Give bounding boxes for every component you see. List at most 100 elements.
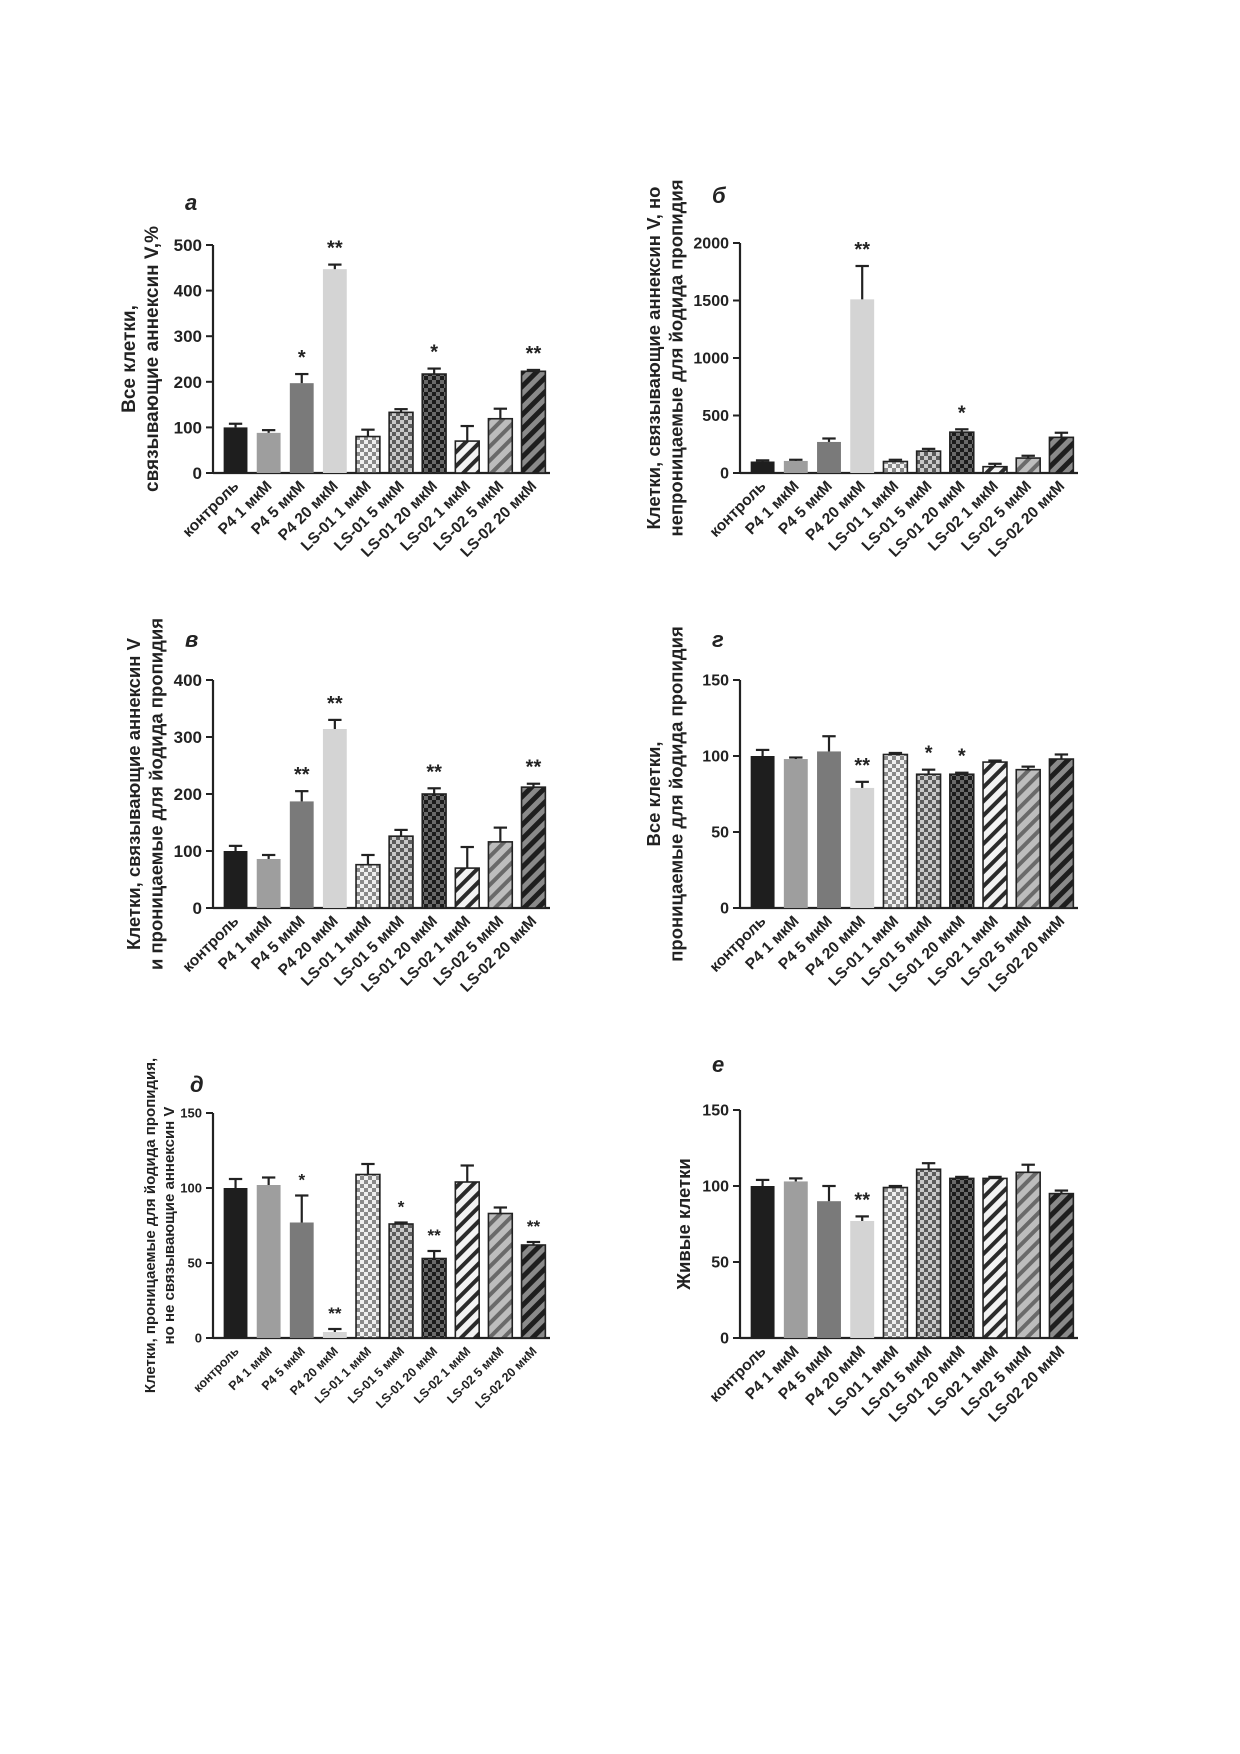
bar bbox=[322, 1332, 347, 1338]
bar bbox=[1048, 436, 1075, 474]
y-axis-label: Все клетки, bbox=[119, 305, 140, 413]
bar bbox=[454, 440, 480, 474]
bar bbox=[487, 841, 514, 909]
y-axis-label: Живые клетки bbox=[673, 1158, 694, 1290]
y-tick-label: 50 bbox=[711, 825, 729, 842]
y-tick-label: 200 bbox=[174, 373, 202, 392]
panel-letter: а bbox=[185, 190, 197, 215]
significance-marker: ** bbox=[428, 1226, 442, 1245]
significance-marker: ** bbox=[526, 757, 542, 779]
y-tick-label: 100 bbox=[180, 1181, 202, 1196]
bar bbox=[355, 863, 381, 909]
bar bbox=[289, 383, 314, 473]
bar bbox=[850, 1220, 875, 1338]
bar bbox=[289, 1222, 314, 1338]
significance-marker: * bbox=[925, 743, 933, 765]
bar bbox=[256, 858, 281, 908]
panel-letter: в bbox=[185, 627, 198, 652]
y-tick-label: 1000 bbox=[693, 351, 729, 368]
bar bbox=[1015, 1171, 1041, 1339]
significance-marker: * bbox=[958, 746, 966, 768]
y-tick-label: 150 bbox=[180, 1106, 202, 1121]
bar bbox=[982, 465, 1008, 474]
y-axis-label: но не связывающие аннексин V bbox=[161, 1107, 178, 1345]
y-tick-label: 300 bbox=[174, 327, 202, 346]
bar bbox=[1048, 1192, 1075, 1339]
bar bbox=[520, 1244, 547, 1339]
y-tick-label: 150 bbox=[702, 1103, 729, 1120]
bar bbox=[1015, 768, 1041, 909]
significance-marker: ** bbox=[327, 238, 343, 260]
bar bbox=[223, 851, 248, 908]
y-axis-label: и проницаемые для йодида пропидия bbox=[146, 618, 167, 970]
bar bbox=[421, 793, 447, 909]
chart-panel-d: г Все клетки, проницаемые для йодида пропи… bbox=[643, 626, 1078, 996]
y-tick-label: 1500 bbox=[693, 293, 729, 310]
bar bbox=[256, 432, 281, 473]
significance-marker: ** bbox=[526, 343, 542, 365]
significance-marker: ** bbox=[327, 693, 343, 715]
chart-panel-e: д Клетки, проницаемые для йодида пропидия… bbox=[142, 1058, 550, 1411]
y-tick-label: 0 bbox=[193, 464, 202, 483]
bar bbox=[421, 1257, 447, 1339]
bar bbox=[355, 435, 381, 474]
bar bbox=[487, 1212, 514, 1339]
significance-marker: * bbox=[958, 402, 966, 424]
y-tick-label: 0 bbox=[720, 901, 729, 918]
significance-marker: ** bbox=[328, 1304, 342, 1323]
bar bbox=[882, 460, 909, 474]
bar bbox=[949, 431, 975, 474]
bar bbox=[256, 1185, 281, 1338]
bar bbox=[322, 269, 347, 473]
y-tick-label: 2000 bbox=[693, 236, 729, 253]
bar bbox=[750, 461, 775, 473]
bar bbox=[850, 787, 875, 908]
significance-marker: * bbox=[298, 347, 306, 369]
bar bbox=[882, 1186, 909, 1339]
significance-marker: ** bbox=[854, 755, 870, 777]
bar bbox=[388, 411, 414, 474]
bar bbox=[454, 1181, 480, 1339]
chart-panel-b: б Клетки, связывающие аннексин V, но непро… bbox=[643, 179, 1078, 561]
significance-marker: * bbox=[430, 342, 438, 364]
bar bbox=[289, 801, 314, 908]
bar bbox=[817, 441, 841, 473]
panel-letter: г bbox=[712, 627, 724, 652]
y-tick-label: 100 bbox=[174, 842, 202, 861]
y-tick-label: 200 bbox=[174, 785, 202, 804]
y-tick-label: 500 bbox=[174, 236, 202, 255]
y-axis-label: Клетки, связывающие аннексин V bbox=[123, 637, 144, 950]
bar bbox=[454, 867, 480, 909]
bar bbox=[223, 427, 248, 473]
bar bbox=[1015, 457, 1041, 474]
bar bbox=[223, 1188, 248, 1338]
bar bbox=[487, 417, 514, 474]
bar bbox=[915, 1168, 942, 1339]
bar bbox=[322, 729, 347, 908]
significance-marker: ** bbox=[426, 761, 442, 783]
y-tick-label: 300 bbox=[174, 728, 202, 747]
significance-marker: * bbox=[298, 1171, 305, 1190]
y-tick-label: 0 bbox=[720, 1331, 729, 1348]
y-tick-label: 50 bbox=[188, 1256, 202, 1271]
y-axis-label: проницаемые для йодида пропидия bbox=[666, 626, 687, 962]
y-tick-label: 0 bbox=[195, 1331, 202, 1346]
y-tick-label: 150 bbox=[702, 673, 729, 690]
significance-marker: * bbox=[398, 1198, 405, 1217]
y-tick-label: 500 bbox=[702, 408, 729, 425]
bar bbox=[982, 761, 1008, 909]
y-tick-label: 100 bbox=[702, 1179, 729, 1196]
bar bbox=[982, 1177, 1008, 1339]
bar bbox=[817, 1201, 841, 1338]
panel-letter: е bbox=[712, 1052, 724, 1077]
bar bbox=[949, 773, 975, 909]
bar bbox=[388, 835, 414, 909]
significance-marker: ** bbox=[854, 239, 870, 261]
bar bbox=[388, 1223, 414, 1339]
bar bbox=[949, 1177, 975, 1339]
panel-letter: б bbox=[712, 183, 727, 208]
bar bbox=[915, 450, 942, 474]
